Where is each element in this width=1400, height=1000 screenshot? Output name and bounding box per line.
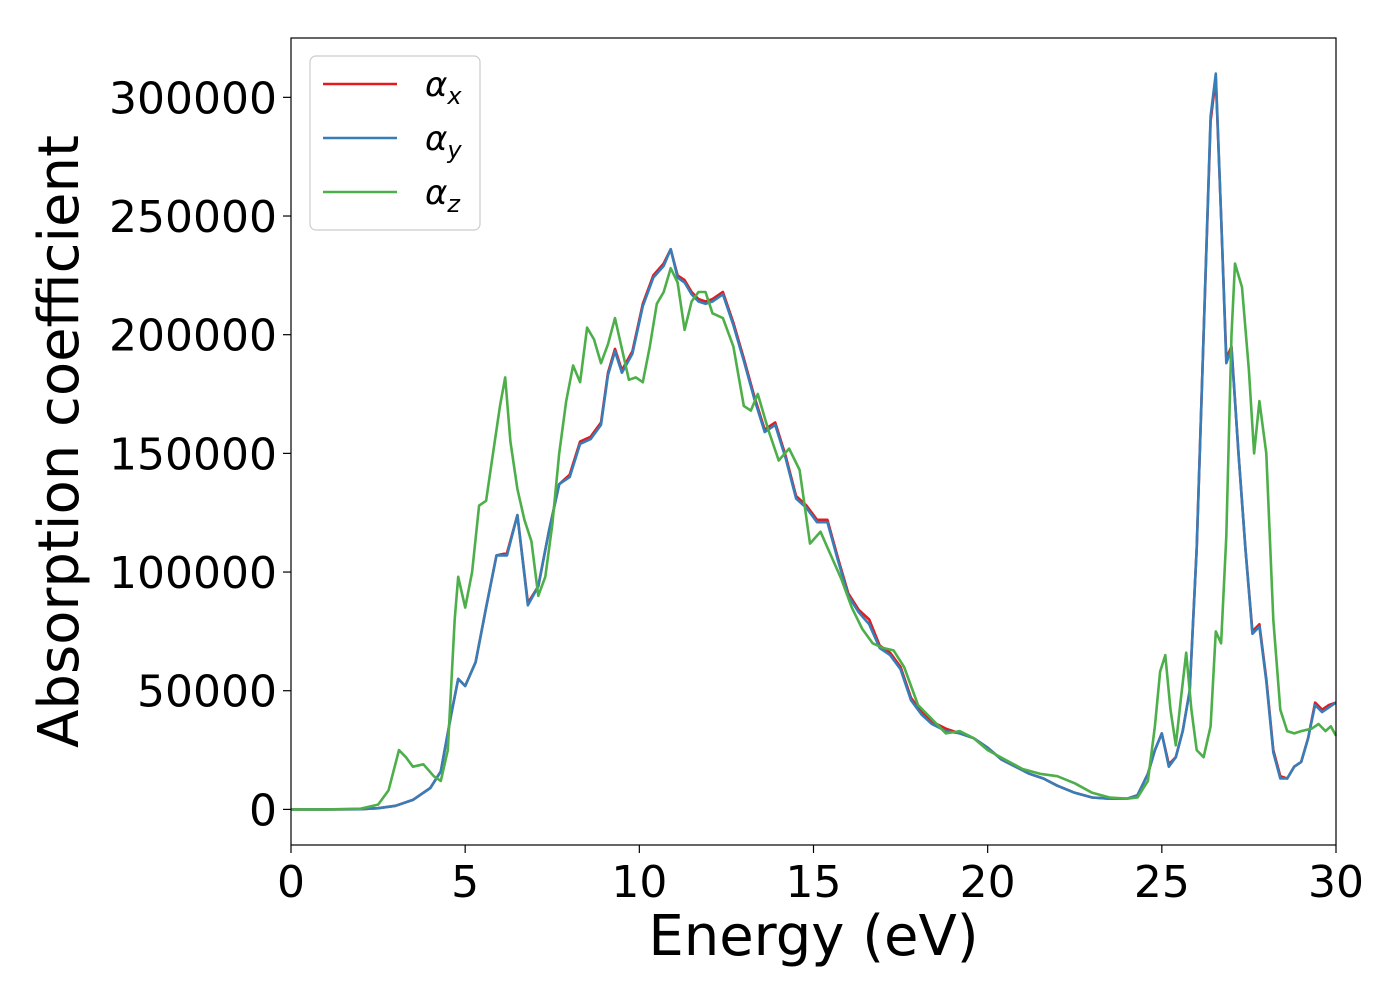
y-tick-label: 100000 xyxy=(109,548,277,599)
ticks-layer: 0 5 10 15 20 25 30 0 50000 100000 150000 200000 2500… xyxy=(109,73,1364,908)
x-tick-label: 15 xyxy=(786,857,842,908)
series-layer xyxy=(291,72,1338,811)
y-tick-label: 300000 xyxy=(109,73,277,124)
y-axis-label: Absorption coefficient xyxy=(27,135,92,748)
legend-box xyxy=(309,55,481,231)
y-tick-label: 50000 xyxy=(137,667,277,718)
y-tick-label: 200000 xyxy=(109,311,277,362)
x-tick-label: 5 xyxy=(451,857,479,908)
x-tick-label: 20 xyxy=(960,857,1016,908)
y-tick-label: 0 xyxy=(249,785,277,836)
x-tick-label: 10 xyxy=(611,857,667,908)
x-tick-label: 25 xyxy=(1134,857,1190,908)
legend-label-z: αz xyxy=(425,173,461,218)
y-tick-label: 250000 xyxy=(109,192,277,243)
x-tick-label: 0 xyxy=(277,857,305,908)
x-axis-label: Energy (eV) xyxy=(648,904,978,969)
x-tick-label: 30 xyxy=(1308,857,1364,908)
y-tick-label: 150000 xyxy=(109,429,277,480)
legend-label-y: αy xyxy=(425,119,462,164)
legend-label-x: αx xyxy=(425,65,462,110)
series-line-z xyxy=(291,262,1338,811)
legend: αx αy αz xyxy=(309,55,481,231)
